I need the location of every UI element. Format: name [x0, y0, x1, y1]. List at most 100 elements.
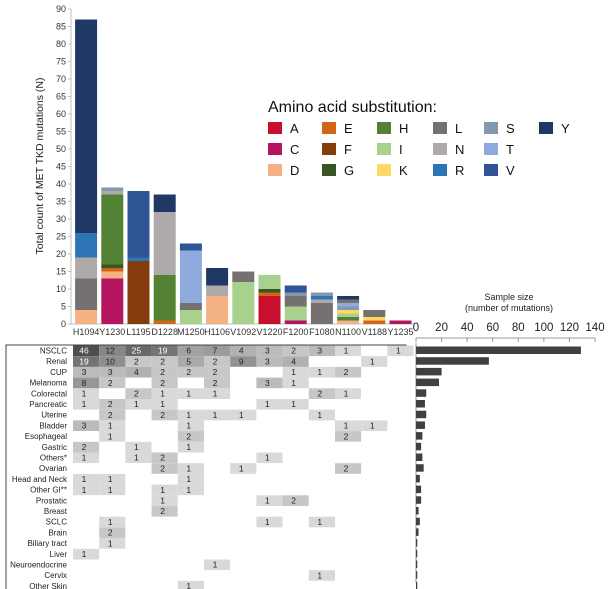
heatmap-cell-value: 12: [105, 346, 115, 356]
heatmap-cell: [204, 420, 231, 432]
legend-label-d: D: [290, 163, 299, 178]
heatmap-cell: [361, 516, 388, 528]
heatmap-cell-value: 2: [108, 410, 113, 420]
heatmap-row-label: Brain: [48, 528, 67, 537]
bar-segment-v1092-l: [232, 271, 255, 282]
heatmap-cell: [361, 548, 388, 560]
x-tick-label: M1250: [177, 327, 205, 337]
heatmap-cell: [308, 366, 335, 378]
heatmap-cell: [73, 345, 100, 357]
heatmap-row-label: CUP: [50, 368, 67, 377]
heatmap-cell: [282, 377, 309, 389]
heatmap-row-label: Biliary tract: [27, 539, 67, 548]
hbar-head-and-neck: [416, 474, 420, 483]
heatmap-cell: [73, 452, 100, 464]
heatmap-cell: [308, 495, 335, 506]
hbar-others-: [416, 453, 423, 461]
heatmap-cell: [73, 399, 100, 410]
heatmap-cell: [282, 473, 309, 485]
heatmap-cell: [361, 356, 388, 367]
heatmap-cell: [308, 409, 335, 421]
heatmap-cell-value: 2: [213, 356, 218, 366]
heatmap-cell: [308, 356, 335, 367]
heatmap-cell: [282, 580, 309, 589]
heatmap-cell-value: 1: [317, 367, 322, 377]
heatmap-cell: [151, 356, 178, 367]
heatmap-cell: [282, 388, 309, 399]
heatmap-cell: [99, 527, 126, 539]
heatmap-cell: [73, 580, 100, 589]
bar-segment-f1200-s: [284, 292, 307, 296]
heatmap-cell-value: 1: [239, 410, 244, 420]
heatmap-cell: [204, 388, 231, 399]
heatmap-cell: [308, 527, 335, 539]
heatmap-cell: [308, 559, 335, 571]
hbar-prostatic: [416, 496, 422, 504]
legend-label-g: G: [344, 163, 354, 178]
heatmap-cell-value: 1: [108, 485, 113, 495]
x-tick-label: D1228: [151, 327, 178, 337]
heatmap-cell: [361, 441, 388, 453]
heatmap-cell: [256, 570, 283, 581]
bar-segment-d1228-n: [153, 212, 176, 275]
heatmap-cell: [125, 570, 152, 581]
legend-label-v: V: [506, 163, 515, 178]
heatmap-cell: [308, 506, 335, 517]
heatmap-cell: [387, 366, 414, 378]
heatmap-cell: [125, 420, 152, 432]
heatmap-cell: [387, 570, 414, 581]
heatmap-cell-value: 25: [132, 346, 142, 356]
heatmap-cell-value: 1: [291, 378, 296, 388]
heatmap-cell: [177, 420, 204, 432]
bar-segment-m1250-v: [179, 243, 202, 251]
heatmap-cell: [256, 345, 283, 357]
heatmap-cell: [177, 559, 204, 571]
heatmap-cell: [308, 463, 335, 474]
heatmap-cell-value: 3: [82, 367, 87, 377]
heatmap-row-label: Prostatic: [36, 496, 67, 505]
heatmap-cell: [335, 559, 362, 571]
heatmap-cell: [335, 431, 362, 442]
legend-swatch-v: [484, 164, 498, 176]
heatmap-cell: [151, 420, 178, 432]
heatmap-row-label: Melanoma: [30, 379, 68, 388]
heatmap-cell: [335, 452, 362, 464]
heatmap-cell: [125, 409, 152, 421]
heatmap-cell-value: 1: [160, 389, 165, 399]
heatmap-cell: [230, 538, 257, 549]
bar-segment-v1220-i: [258, 275, 281, 289]
heatmap-cell: [204, 559, 231, 571]
heatmap-cell: [256, 356, 283, 367]
heatmap-cell: [335, 463, 362, 474]
heatmap-cell: [308, 580, 335, 589]
heatmap-cell: [335, 516, 362, 528]
heatmap-cell: [361, 538, 388, 549]
heatmap-cell: [125, 559, 152, 571]
bar-segment-y1230-n: [101, 191, 124, 195]
x-tick-label: H1106: [204, 327, 230, 337]
heatmap-cell: [99, 516, 126, 528]
heatmap-cell-value: 1: [186, 463, 191, 473]
bar-segment-d1228-e: [153, 320, 176, 324]
heatmap-cell-value: 1: [265, 496, 270, 506]
heatmap-cell-value: 1: [82, 399, 87, 409]
heatmap-cell: [256, 548, 283, 560]
heatmap-cell-value: 1: [370, 421, 375, 431]
heatmap-cell: [99, 431, 126, 442]
heatmap-cell: [99, 538, 126, 549]
heatmap-cell: [361, 388, 388, 399]
heatmap-cell-value: 3: [317, 346, 322, 356]
heatmap-cell: [308, 345, 335, 357]
heatmap-cell: [387, 345, 414, 357]
heatmap-cell: [387, 441, 414, 453]
bar-segment-n1100-t: [337, 303, 360, 307]
heatmap-cell-value: 1: [344, 389, 349, 399]
heatmap-cell: [177, 366, 204, 378]
heatmap-cell: [256, 441, 283, 453]
heatmap-cell-value: 3: [265, 346, 270, 356]
heatmap-cell: [73, 441, 100, 453]
y-tick-label: 80: [56, 39, 66, 49]
bar-segment-v1220-e: [258, 292, 281, 296]
heatmap-cell: [204, 570, 231, 581]
